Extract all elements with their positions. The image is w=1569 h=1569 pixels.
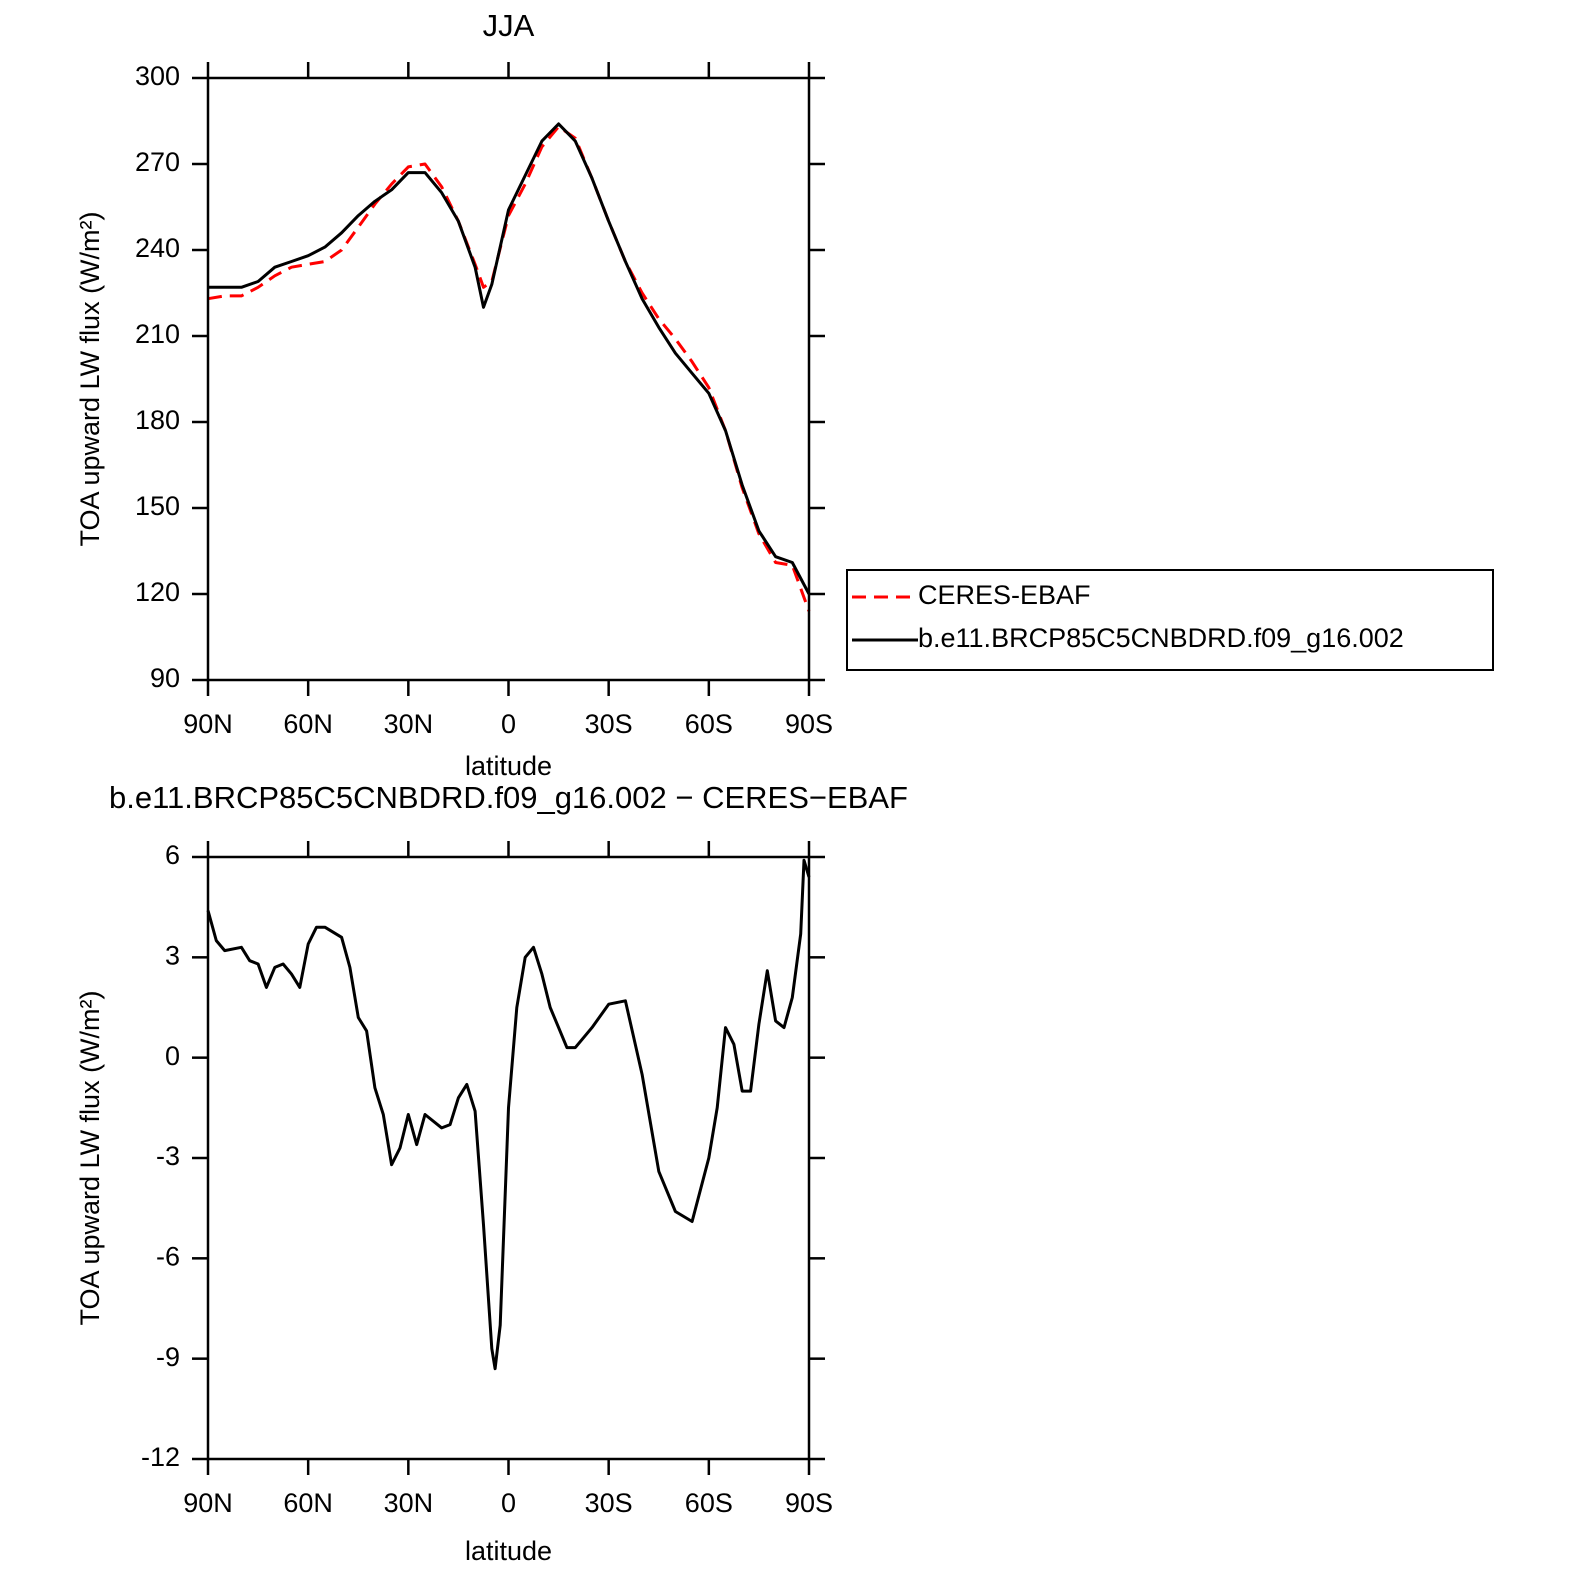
- y-tick-label: 6: [165, 840, 180, 870]
- plot-frame: [206, 855, 811, 1461]
- x-tick-label: 90N: [183, 709, 233, 739]
- y-tick-label: 3: [165, 940, 180, 970]
- x-tick-label: 30S: [585, 709, 633, 739]
- y-tick-label: -12: [141, 1442, 180, 1472]
- y-tick-label: -3: [156, 1141, 180, 1171]
- y-tick-label: 90: [150, 663, 180, 693]
- legend-label: CERES-EBAF: [918, 580, 1091, 610]
- y-tick-label: -6: [156, 1241, 180, 1271]
- y-tick-label: 240: [135, 233, 180, 263]
- y-tick-label: -9: [156, 1342, 180, 1372]
- x-axis-label: latitude: [465, 751, 552, 781]
- x-tick-label: 90S: [785, 1488, 833, 1518]
- data-line: [207, 125, 811, 612]
- x-tick-label: 0: [501, 1488, 516, 1518]
- x-tick-label: 60S: [685, 1488, 733, 1518]
- data-line: [206, 858, 811, 1371]
- legend-box: [846, 569, 1494, 671]
- x-tick-label: 30N: [384, 709, 434, 739]
- y-axis-label: TOA upward LW flux (W/m²): [75, 211, 105, 546]
- y-tick-label: 0: [165, 1041, 180, 1071]
- chart-title: b.e11.BRCP85C5CNBDRD.f09_g16.002 − CERES…: [109, 780, 908, 815]
- x-axis-label: latitude: [465, 1536, 552, 1566]
- y-tick-label: 300: [135, 61, 180, 91]
- chart-title: JJA: [483, 8, 535, 43]
- y-tick-label: 270: [135, 147, 180, 177]
- x-tick-label: 60S: [685, 709, 733, 739]
- y-tick-label: 180: [135, 405, 180, 435]
- data-line: [208, 122, 811, 595]
- x-tick-label: 30N: [384, 1488, 434, 1518]
- y-tick-label: 120: [135, 577, 180, 607]
- x-tick-label: 60N: [283, 1488, 333, 1518]
- plot-frame: [206, 76, 811, 682]
- x-tick-label: 0: [501, 709, 516, 739]
- x-tick-label: 90N: [183, 1488, 233, 1518]
- x-tick-label: 90S: [785, 709, 833, 739]
- x-tick-label: 30S: [585, 1488, 633, 1518]
- legend-label: b.e11.BRCP85C5CNBDRD.f09_g16.002: [918, 623, 1404, 653]
- y-axis-label: TOA upward LW flux (W/m²): [75, 990, 105, 1325]
- x-tick-label: 60N: [283, 709, 333, 739]
- y-tick-label: 150: [135, 491, 180, 521]
- y-tick-label: 210: [135, 319, 180, 349]
